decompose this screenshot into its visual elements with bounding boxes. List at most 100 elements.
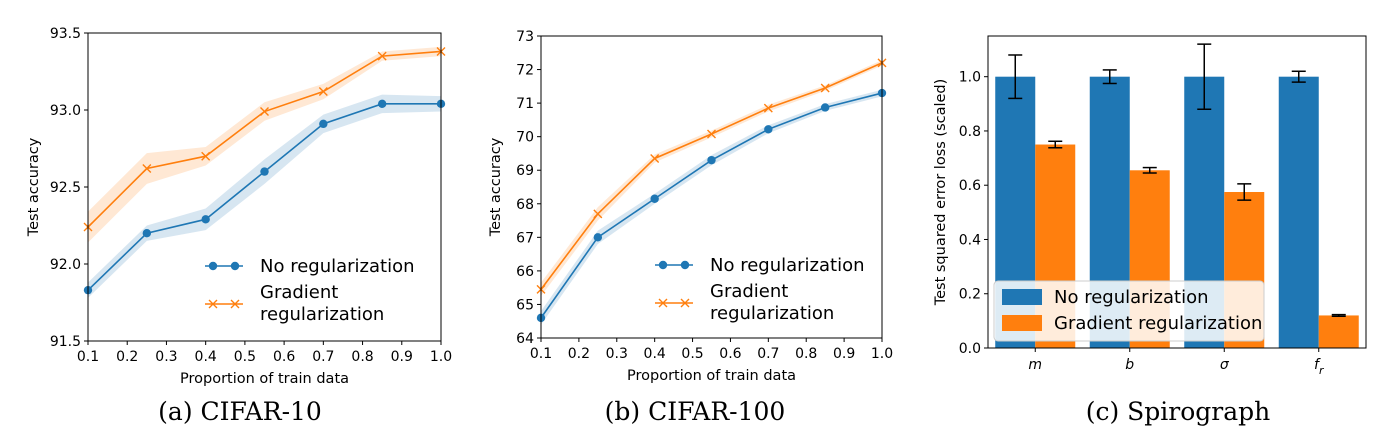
legend-marker <box>680 298 690 308</box>
x-tick-label: fr <box>1314 357 1325 377</box>
legend-marker <box>230 299 240 309</box>
series-0-point <box>142 229 152 238</box>
x-tick-label: 0.1 <box>530 346 552 362</box>
x-tick-label-main: b <box>1125 357 1134 373</box>
legend-label-line: Gradient <box>260 282 338 303</box>
x-axis-label: Proportion of train data <box>627 368 796 384</box>
legend-marker <box>208 299 218 309</box>
legend-marker <box>658 298 668 308</box>
y-tick-label: 0.0 <box>959 341 981 357</box>
series-1-point <box>650 153 660 163</box>
legend-label-line: Gradient <box>710 281 788 302</box>
y-tick-label: 70 <box>516 130 534 146</box>
x-tick-label: 0.8 <box>351 349 373 365</box>
series-0-point <box>764 125 773 134</box>
y-tick-label: 0.6 <box>959 178 981 194</box>
series-1-point <box>763 103 773 113</box>
x-tick-label: 1.0 <box>871 346 893 362</box>
chart-cifar100: 0.1 0.2 0.3 0.4 0.5 0.6 0.7 0.8 0.9 1.0 64 65 66 67 68… <box>488 29 893 426</box>
chart-cifar10: 0.1 0.2 0.3 0.4 0.5 0.6 0.7 0.8 0.9 1.0 91.5 92.0 92… <box>26 26 452 426</box>
x-tick-label-main: σ <box>1220 357 1230 373</box>
y-tick-label: 71 <box>516 96 534 112</box>
y-tick-label: 92.0 <box>50 257 81 273</box>
y-tick-label: 1.0 <box>959 70 981 86</box>
series-0-point <box>707 155 716 165</box>
x-tick-label: 0.6 <box>273 349 295 365</box>
series-0-point <box>820 103 830 112</box>
series-1-point <box>707 129 716 139</box>
y-tick-label: 92.5 <box>50 180 81 196</box>
y-tick-label: 68 <box>516 197 534 213</box>
plot-frame <box>987 35 1367 349</box>
legend-marker <box>230 261 240 271</box>
series-1-bar <box>1318 315 1359 348</box>
series-1-point <box>820 83 830 93</box>
legend-box <box>993 280 1265 342</box>
x-tick-label: 0.6 <box>719 346 741 362</box>
legend-swatch <box>1002 315 1042 331</box>
legend-label-line: regularization <box>710 303 834 324</box>
series-0-point <box>201 215 210 224</box>
x-tick-label: 0.5 <box>234 349 256 365</box>
chart-spirograph: m b σ fr 0.0 0.2 0.4 0.6 0.8 1.0 Test squared erro… <box>933 35 1367 426</box>
y-tick-label: 0.2 <box>959 287 981 303</box>
x-tick-label: 0.2 <box>116 349 138 365</box>
series-1-point <box>260 107 269 117</box>
x-tick-label: 0.9 <box>391 349 413 365</box>
y-tick-label: 65 <box>516 297 534 313</box>
series-1-confidence-band <box>88 46 441 243</box>
legend-marker <box>208 261 218 271</box>
x-tick-label: 0.3 <box>606 346 628 362</box>
legend-label: Gradient regularization <box>260 282 384 325</box>
series-1-point <box>593 209 603 219</box>
y-tick-label: 66 <box>516 264 534 280</box>
series-1-point <box>318 87 328 97</box>
x-tick-label: b <box>1125 357 1134 373</box>
y-tick-label: 67 <box>516 230 534 246</box>
legend-marker <box>658 260 668 270</box>
series-0-bar <box>1278 76 1319 349</box>
x-tick-label: m <box>1028 357 1042 373</box>
y-tick-label: 64 <box>516 331 534 347</box>
series-0-point <box>650 194 659 203</box>
y-tick-label: 93.0 <box>50 103 81 119</box>
series-1-point <box>201 151 211 161</box>
series-1-line <box>87 50 442 228</box>
x-tick-label: 1.0 <box>430 349 452 365</box>
y-axis-label: Test accuracy <box>488 137 504 237</box>
x-tick-label: 0.5 <box>681 346 703 362</box>
legend-swatch <box>1002 289 1042 305</box>
y-tick-label: 91.5 <box>50 334 81 350</box>
legend: No regularization Gradient regularization <box>655 255 865 324</box>
legend: No regularization Gradient regularization <box>205 256 415 325</box>
x-tick-label: σ <box>1220 357 1230 373</box>
series-0-point <box>319 119 328 129</box>
x-tick-label-subscript: r <box>1319 364 1325 377</box>
legend-label: No regularization <box>710 255 865 276</box>
y-axis-label: Test squared error loss (scaled) <box>933 79 949 307</box>
x-tick-label: 0.8 <box>795 346 817 362</box>
x-tick-label: 0.2 <box>568 346 590 362</box>
y-tick-label: 69 <box>516 163 534 179</box>
y-tick-label: 0.4 <box>959 232 981 248</box>
y-tick-label: 93.5 <box>50 26 81 42</box>
x-tick-label: 0.4 <box>644 346 666 362</box>
legend-label: No regularization <box>1054 287 1209 308</box>
y-tick-label: 73 <box>516 29 534 45</box>
x-tick-label: 0.7 <box>312 349 334 365</box>
series-1-point <box>377 51 387 61</box>
y-tick-label: 72 <box>516 63 534 79</box>
panel-caption: (c) Spirograph <box>1086 397 1271 426</box>
legend: No regularization Gradient regularization <box>993 280 1265 342</box>
legend-label-line: regularization <box>260 304 384 325</box>
x-axis-label: Proportion of train data <box>180 371 349 387</box>
series-0-point <box>377 99 387 109</box>
series-0-point <box>260 167 269 176</box>
y-tick-label: 0.8 <box>959 124 981 140</box>
x-tick-label: 0.9 <box>833 346 855 362</box>
legend-label: Gradient regularization <box>1054 313 1262 334</box>
panel-caption: (b) CIFAR-100 <box>605 397 786 426</box>
legend-label: No regularization <box>260 256 415 277</box>
x-tick-label: 0.7 <box>757 346 779 362</box>
